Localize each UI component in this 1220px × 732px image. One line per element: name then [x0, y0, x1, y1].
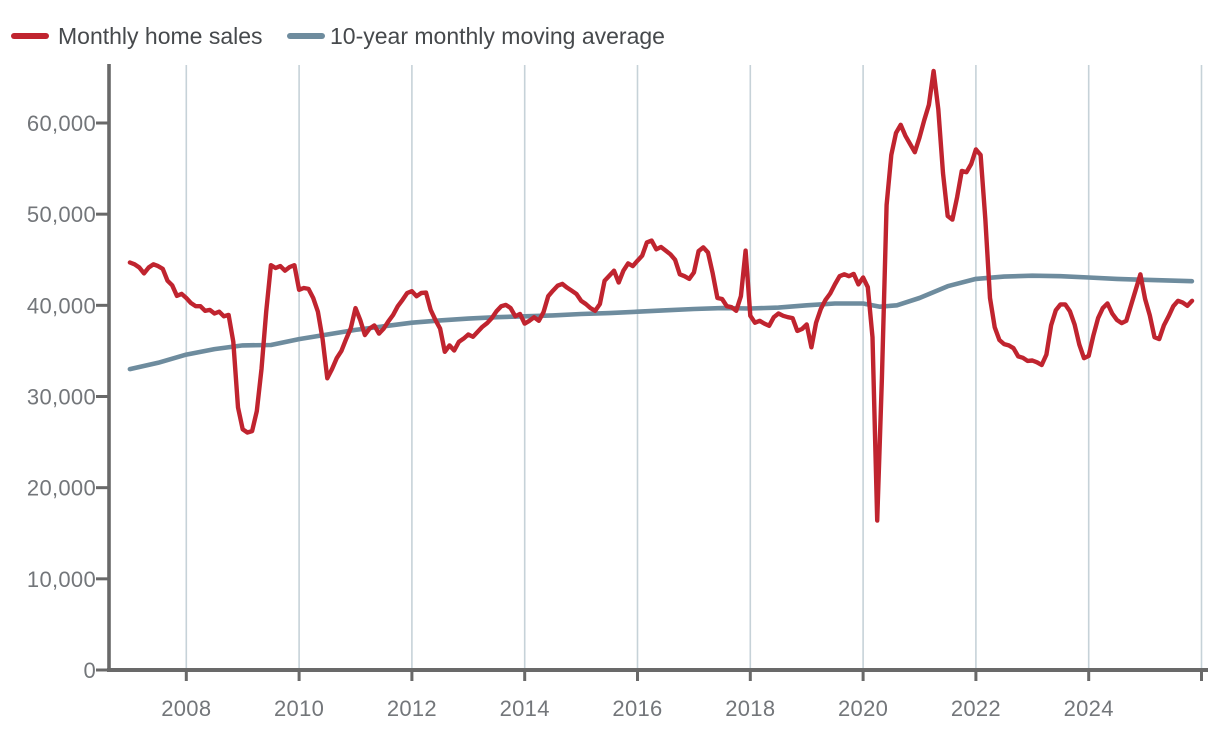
y-tick-label-60000: 60,000: [27, 111, 96, 136]
y-tick-label-10000: 10,000: [27, 567, 96, 592]
y-tick-label-0: 0: [83, 658, 96, 683]
legend: Monthly home sales 10-year monthly movin…: [11, 23, 665, 49]
y-tick-label-40000: 40,000: [27, 293, 96, 318]
y-axis-tick-marks: [96, 121, 109, 672]
y-axis-tick-labels: 0 10,000 20,000 30,000 40,000 50,000 60,000: [27, 111, 96, 683]
x-axis-tick-marks: [184, 670, 1203, 681]
x-tick-label-2008: 2008: [161, 696, 211, 721]
x-tick-label-2012: 2012: [387, 696, 437, 721]
y-tick-label-50000: 50,000: [27, 202, 96, 227]
x-tick-label-2022: 2022: [951, 696, 1001, 721]
series-line-monthly-home-sales: [127, 68, 1195, 523]
vertical-gridlines: [185, 65, 1203, 668]
moving-average-legend-label: 10-year monthly moving average: [330, 23, 665, 49]
x-tick-label-2016: 2016: [612, 696, 662, 721]
x-tick-label-2010: 2010: [274, 696, 324, 721]
x-axis-tick-labels: 2008 2010 2012 2014 2016 2018 2020 2022 2024: [161, 696, 1114, 721]
axis-lines: [107, 64, 1208, 672]
x-tick-label-2014: 2014: [500, 696, 550, 721]
x-tick-label-2024: 2024: [1064, 696, 1114, 721]
y-tick-label-20000: 20,000: [27, 476, 96, 501]
series-line-moving-average: [127, 273, 1195, 372]
y-tick-label-30000: 30,000: [27, 385, 96, 410]
x-tick-label-2018: 2018: [725, 696, 775, 721]
monthly-home-sales-legend-label: Monthly home sales: [58, 23, 263, 49]
x-tick-label-2020: 2020: [838, 696, 888, 721]
